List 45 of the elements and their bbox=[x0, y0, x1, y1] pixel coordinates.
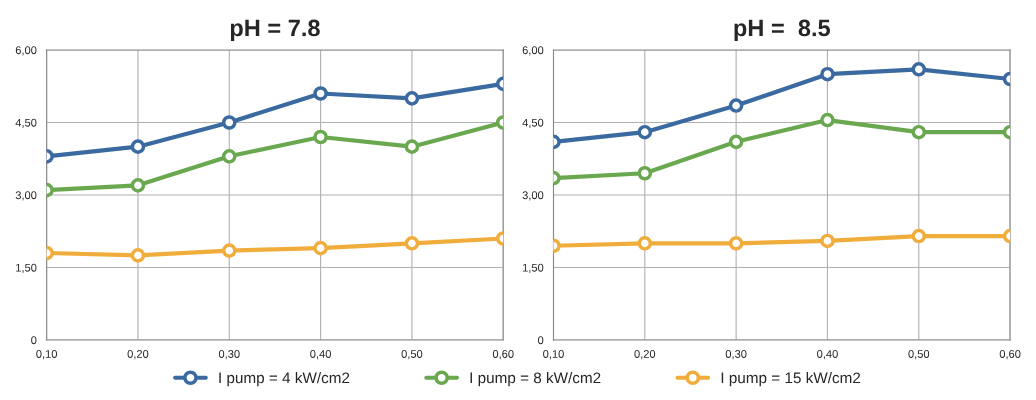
y-tick-label: 1,50 bbox=[522, 263, 544, 273]
point bbox=[728, 236, 744, 251]
x-tick-label: 0,20 bbox=[634, 350, 656, 360]
x-tick-label: 0,40 bbox=[310, 350, 331, 360]
point bbox=[820, 66, 835, 82]
point bbox=[637, 124, 653, 140]
point bbox=[221, 149, 237, 164]
point bbox=[637, 165, 653, 181]
x-tick-label: 0,50 bbox=[401, 350, 423, 360]
point bbox=[130, 178, 146, 193]
chart-title: pH = 7.8 bbox=[230, 19, 320, 42]
y-tick-label: 6,00 bbox=[15, 46, 37, 56]
chart-title: pH = 8.5 bbox=[734, 19, 831, 42]
x-tick-label: 0,30 bbox=[218, 350, 240, 360]
x-tick-label: 0,20 bbox=[127, 350, 149, 360]
y-tick-label: 4,50 bbox=[15, 118, 37, 128]
point bbox=[221, 115, 237, 130]
x-tick-label: 0,10 bbox=[36, 350, 57, 360]
y-tick-label: 0 bbox=[538, 336, 544, 345]
x-tick-label: 0,30 bbox=[725, 350, 747, 360]
point bbox=[313, 240, 328, 256]
x-tick-label: 0,60 bbox=[492, 350, 514, 360]
legend-label: I pump = 8 kW/cm2 bbox=[470, 372, 601, 387]
x-tick-label: 0,10 bbox=[543, 350, 564, 360]
point bbox=[313, 129, 328, 145]
point bbox=[728, 134, 744, 150]
x-tick-label: 0,60 bbox=[999, 350, 1021, 360]
point bbox=[313, 86, 328, 101]
point bbox=[728, 98, 744, 113]
y-tick-label: 3,00 bbox=[15, 191, 37, 201]
y-tick-label: 6,00 bbox=[522, 46, 544, 56]
legend-label: I pump = 4 kW/cm2 bbox=[219, 372, 350, 387]
y-tick-label: 3,00 bbox=[522, 191, 544, 201]
point bbox=[820, 112, 835, 128]
point bbox=[130, 139, 146, 154]
y-tick-label: 1,50 bbox=[16, 263, 37, 273]
point bbox=[221, 243, 237, 258]
point bbox=[820, 233, 835, 249]
point bbox=[130, 248, 146, 263]
y-tick-label: 4,50 bbox=[522, 118, 544, 128]
legend-label: I pump = 15 kW/cm2 bbox=[721, 372, 861, 387]
y-tick-label: 0 bbox=[31, 336, 37, 345]
point bbox=[637, 236, 653, 251]
x-tick-label: 0,40 bbox=[817, 350, 838, 360]
x-tick-label: 0,50 bbox=[908, 350, 930, 360]
